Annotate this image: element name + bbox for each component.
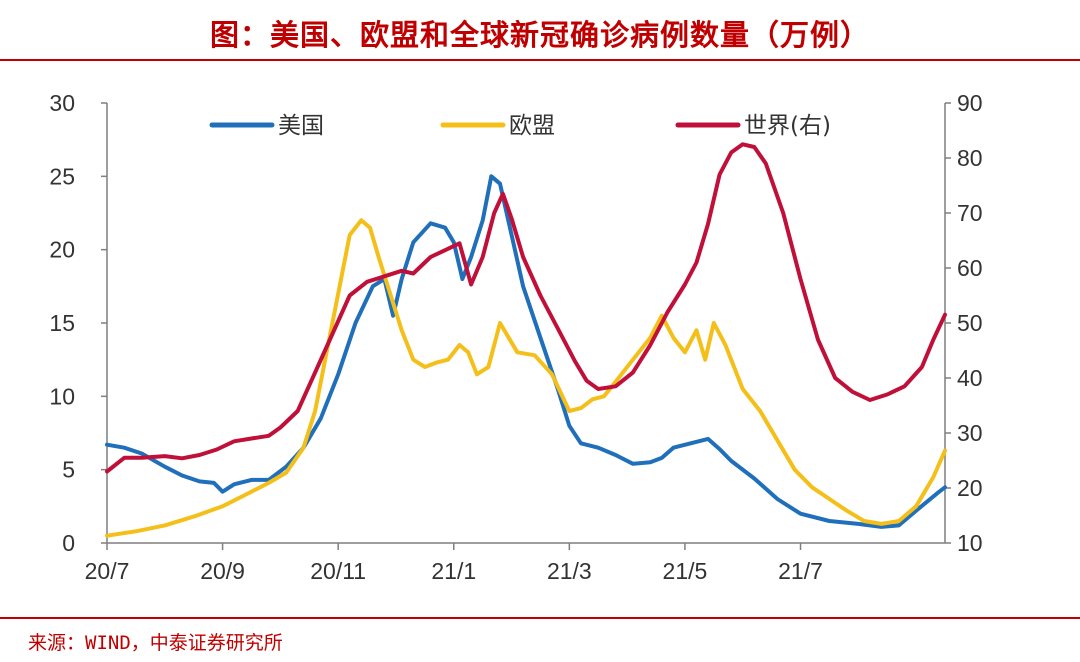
left-tick-label: 30 <box>49 90 75 116</box>
legend-label-world: 世界(右) <box>744 113 831 139</box>
x-tick-label: 20/11 <box>310 558 366 584</box>
right-tick-label: 40 <box>957 365 983 391</box>
x-tick-label: 20/7 <box>85 558 130 584</box>
right-tick-label: 20 <box>957 475 983 501</box>
source-note: 来源：WIND，中泰证券研究所 <box>28 632 283 654</box>
series-line-eu <box>105 218 947 538</box>
right-tick-label: 70 <box>957 200 983 226</box>
left-tick-label: 20 <box>49 237 75 263</box>
right-tick-label: 10 <box>957 530 983 556</box>
right-tick-label: 50 <box>957 310 983 336</box>
legend-label-us: 美国 <box>278 113 324 139</box>
legend-label-eu: 欧盟 <box>509 113 555 139</box>
chart-title: 图：美国、欧盟和全球新冠确诊病例数量（万例） <box>209 18 870 52</box>
x-tick-label: 21/1 <box>431 558 476 584</box>
right-tick-label: 60 <box>957 255 983 281</box>
series-line-world <box>105 142 947 474</box>
chart-canvas: 0 5 10 15 20 25 30 10 20 30 40 50 60 70 80 90 20/7 20/9 20… <box>49 90 983 584</box>
x-tick-label: 21/7 <box>778 558 823 584</box>
x-tick-label: 20/9 <box>200 558 245 584</box>
title-divider <box>0 59 1080 61</box>
left-tick-label: 25 <box>49 163 75 189</box>
series-line-us <box>105 174 947 529</box>
left-tick-label: 10 <box>49 383 75 409</box>
right-tick-label: 90 <box>957 90 983 116</box>
title-bar: 图：美国、欧盟和全球新冠确诊病例数量（万例） <box>0 0 1080 62</box>
left-tick-label: 5 <box>62 457 75 483</box>
right-tick-label: 80 <box>957 145 983 171</box>
right-tick-label: 30 <box>957 420 983 446</box>
x-tick-label: 21/5 <box>663 558 708 584</box>
left-tick-label: 15 <box>49 310 75 336</box>
footer-divider <box>0 617 1080 619</box>
x-tick-label: 21/3 <box>547 558 592 584</box>
left-tick-label: 0 <box>62 530 75 556</box>
